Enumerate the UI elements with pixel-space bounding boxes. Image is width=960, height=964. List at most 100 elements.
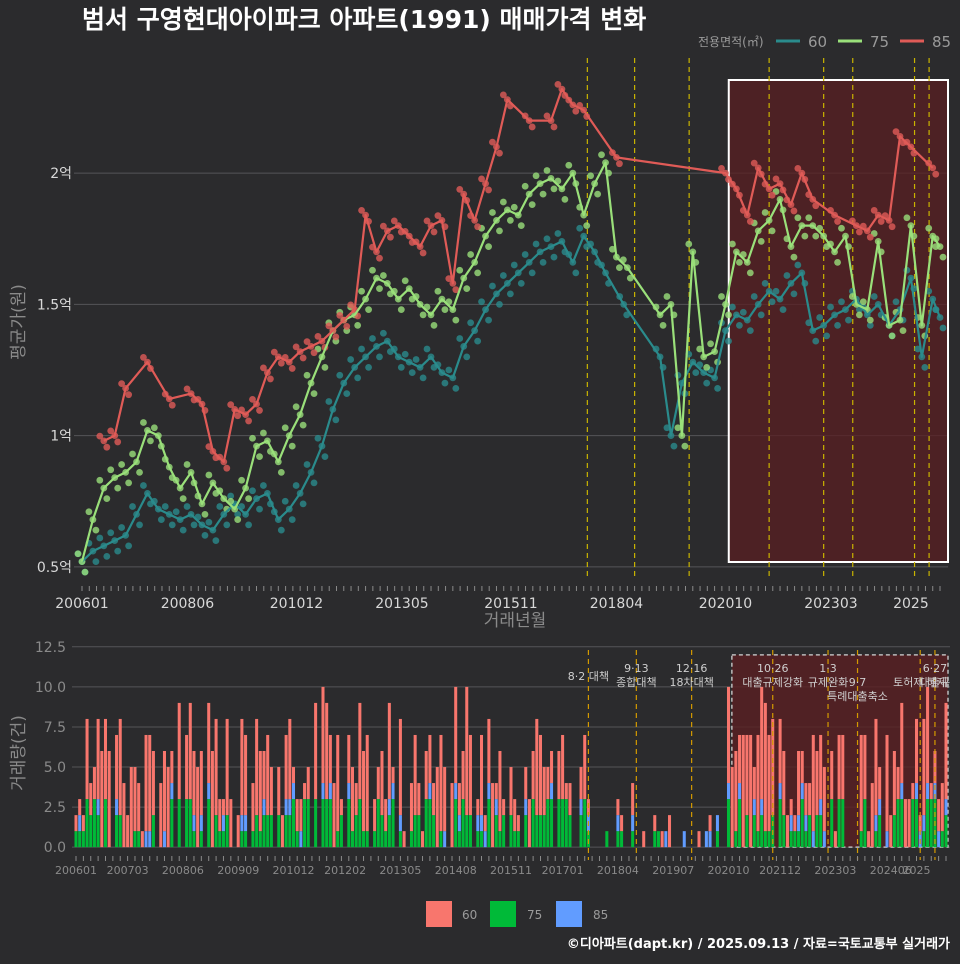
bar-75: [524, 815, 528, 848]
top-xtick-label-5: 201804: [590, 596, 644, 612]
point-75: [616, 264, 623, 272]
bar-75: [96, 815, 100, 848]
point-60: [834, 321, 841, 329]
point-60: [114, 547, 122, 555]
bar-60: [509, 767, 513, 816]
bar-60: [837, 734, 841, 800]
bar-85: [778, 783, 782, 800]
bar-75: [542, 815, 546, 848]
bar-60: [240, 718, 244, 816]
bar-85: [494, 799, 498, 816]
bar-60: [306, 767, 310, 800]
bar-75: [509, 815, 513, 848]
bar-60: [255, 718, 259, 816]
point-75: [801, 232, 809, 240]
bottom-policy-lines: [587, 650, 936, 860]
chart-title: 범서 구영현대아이파크 아파트(1991) 매매가격 변화: [82, 5, 646, 34]
bar-60: [328, 734, 332, 784]
bar-60: [85, 718, 89, 800]
point-60: [179, 526, 187, 534]
point-85: [445, 275, 453, 283]
bottom-ytick-label-2: 5.0: [44, 760, 66, 776]
bar-85: [944, 799, 948, 816]
point-75: [125, 479, 133, 487]
point-85: [303, 338, 311, 346]
bar-85: [284, 799, 288, 816]
point-85: [528, 123, 536, 131]
series-line-85: [103, 88, 934, 463]
point-85: [96, 432, 104, 440]
bar-60: [546, 767, 550, 800]
bar-75: [258, 831, 262, 848]
top-lines: [80, 88, 942, 563]
bar-60: [347, 734, 351, 784]
point-60: [521, 251, 529, 258]
point-85: [332, 333, 340, 341]
point-60: [92, 558, 100, 566]
point-75: [489, 209, 496, 216]
point-85: [419, 249, 427, 257]
point-60: [260, 482, 267, 489]
top-xtick-label-6: 202010: [699, 596, 752, 612]
bar-60: [428, 734, 432, 784]
bar-60: [210, 751, 214, 848]
bar-75: [874, 831, 878, 848]
bar-60: [74, 815, 78, 832]
policy-annotation-2: 18차대책: [669, 676, 713, 689]
bar-60: [81, 815, 85, 832]
point-75: [496, 227, 503, 235]
point-85: [376, 254, 383, 262]
bar-85: [760, 799, 764, 816]
bar-60: [660, 831, 664, 848]
point-75: [281, 424, 289, 432]
point-75: [92, 526, 100, 534]
bar-85: [878, 799, 882, 816]
bar-75: [487, 799, 491, 848]
bar-60: [937, 799, 941, 832]
bar-75: [325, 799, 329, 848]
bar-85: [885, 831, 889, 848]
point-85: [249, 396, 256, 403]
policy-annotation-1: 종합대책: [616, 676, 656, 689]
bar-60: [432, 783, 436, 816]
point-60: [725, 337, 732, 345]
bar-75: [262, 815, 266, 848]
point-75: [401, 277, 409, 285]
bar-60: [782, 751, 786, 816]
point-75: [499, 198, 507, 206]
top-xtick-label-4: 201511: [484, 596, 537, 612]
bottom-legend-label-60: 60: [462, 908, 477, 922]
point-75: [768, 227, 776, 235]
bar-60: [151, 751, 155, 816]
point-85: [834, 218, 841, 225]
bar-85: [822, 831, 826, 848]
point-60: [517, 279, 525, 287]
bar-60: [487, 718, 491, 784]
point-60: [739, 308, 747, 316]
bar-60: [332, 783, 336, 848]
point-75: [888, 332, 896, 340]
point-75: [521, 182, 529, 190]
point-85: [499, 91, 507, 99]
bar-60: [107, 751, 111, 848]
point-75: [903, 214, 911, 222]
bar-60: [822, 767, 826, 832]
point-75: [663, 293, 671, 300]
point-75: [866, 316, 874, 324]
point-60: [812, 337, 820, 345]
bar-75: [922, 831, 926, 848]
bar-60: [380, 751, 384, 816]
bar-60: [859, 734, 863, 832]
point-85: [234, 412, 242, 420]
bar-85: [162, 831, 166, 848]
point-75: [467, 251, 475, 258]
bar-85: [115, 799, 119, 816]
legend-label-60: 60: [808, 33, 827, 51]
bar-60: [483, 815, 487, 832]
bar-85: [804, 815, 808, 832]
top-highlight: [727, 79, 949, 563]
point-60: [506, 290, 514, 298]
point-75: [249, 434, 256, 442]
bar-60: [129, 767, 133, 848]
bar-75: [841, 799, 845, 848]
